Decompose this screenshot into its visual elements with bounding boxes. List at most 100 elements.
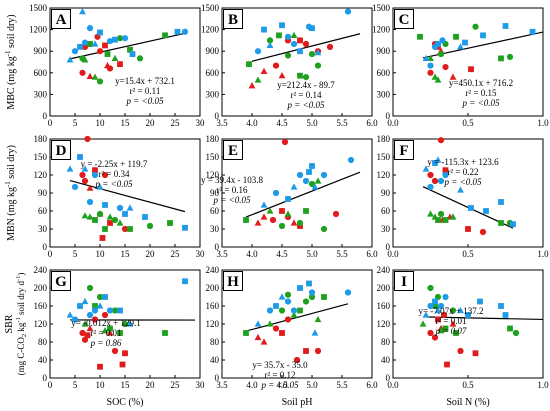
data-point	[311, 183, 319, 190]
data-point	[290, 219, 298, 226]
x-tick-label: 0.5	[462, 118, 474, 128]
data-point	[86, 284, 94, 292]
data-point	[285, 196, 291, 202]
data-point	[465, 312, 471, 318]
panel-D: 0 5 10 15 20 25 30 0 30 60 90 120 150 180 Dy = -2.25x …	[34, 134, 206, 259]
y-tick-label: 30	[38, 224, 48, 234]
data-point	[326, 43, 334, 50]
series-green	[419, 284, 520, 337]
data-point	[290, 31, 298, 38]
r-squared: r² = 0.22	[447, 167, 478, 177]
x-tick-label: 5.0	[306, 249, 318, 259]
series-blue	[66, 8, 189, 63]
data-point	[77, 154, 83, 160]
y-tick-label: 40	[38, 355, 48, 365]
data-point	[434, 306, 442, 314]
series-green	[243, 177, 328, 233]
axis-label-part: MBC (mg kg	[6, 56, 17, 109]
y-tick-label: 1500	[372, 3, 391, 13]
data-point	[101, 327, 109, 334]
data-point	[260, 338, 268, 345]
y-tick-label: 0	[386, 242, 391, 252]
x-axis-label: SOC (%)	[107, 397, 144, 408]
data-point	[97, 29, 103, 36]
data-point	[66, 56, 74, 63]
data-point	[101, 171, 109, 179]
data-point	[297, 37, 303, 44]
y-tick-label: 1200	[372, 25, 391, 35]
data-point	[314, 49, 322, 56]
data-point	[437, 302, 445, 310]
data-point	[122, 211, 128, 217]
data-point	[126, 204, 134, 211]
axis-label-part: 2	[21, 334, 28, 337]
y-tick-label: 1200	[201, 25, 220, 35]
axis-label-part: soil dry d	[16, 281, 26, 318]
data-point	[427, 54, 434, 61]
data-point	[260, 67, 268, 74]
data-point	[101, 311, 109, 319]
panel-label-box	[223, 9, 243, 29]
data-point	[106, 38, 114, 45]
panel-label: B	[228, 12, 238, 28]
series-green	[79, 32, 168, 85]
data-point	[434, 76, 442, 83]
x-tick-label: 20	[146, 118, 156, 128]
data-point	[320, 225, 328, 233]
series-green	[243, 291, 327, 336]
data-point	[116, 204, 124, 212]
data-point	[417, 33, 423, 40]
series-blue	[422, 156, 516, 228]
y-tick-label: 120	[34, 170, 48, 180]
panel-label-box	[51, 140, 71, 160]
x-tick-label: 4.5	[276, 249, 288, 259]
x-axis-label: Soil pH	[282, 397, 313, 408]
y-tick-label: 60	[210, 206, 220, 216]
data-point	[502, 23, 509, 29]
data-point	[279, 22, 285, 29]
r-squared: r² = 0.11	[130, 86, 161, 96]
data-point	[117, 61, 123, 68]
series-blue	[254, 8, 352, 56]
data-point	[107, 325, 113, 332]
data-point	[457, 306, 464, 314]
data-point	[181, 28, 189, 35]
r-squared: r² = 0.15	[465, 88, 497, 98]
x-tick-label: 0	[48, 118, 53, 128]
data-point	[111, 216, 119, 224]
data-point	[498, 303, 504, 309]
data-point	[129, 51, 136, 57]
y-tick-label: 0	[43, 242, 48, 252]
data-point	[273, 303, 279, 309]
y-tick-label: 0	[215, 373, 220, 383]
data-point	[512, 329, 520, 337]
data-point	[121, 35, 129, 42]
data-point	[449, 73, 457, 80]
data-point	[308, 289, 316, 296]
data-point	[254, 333, 262, 341]
data-point	[106, 307, 114, 314]
r-squared: r² = 0.14	[290, 90, 322, 100]
equation: y=212.4x - 89.7	[277, 80, 335, 90]
data-point	[506, 53, 514, 61]
data-point	[296, 219, 304, 227]
data-point	[320, 171, 328, 179]
data-point	[462, 39, 468, 46]
data-point	[284, 210, 292, 217]
data-point	[437, 210, 445, 218]
data-point	[437, 137, 445, 144]
x-tick-label: 15	[121, 118, 131, 128]
data-point	[422, 165, 430, 172]
data-point	[87, 41, 93, 47]
data-point	[427, 302, 434, 310]
data-point	[117, 307, 123, 314]
data-point	[477, 298, 483, 305]
data-point	[116, 219, 124, 226]
data-point	[472, 350, 479, 357]
data-point	[91, 171, 99, 179]
x-tick-label: 4.0	[246, 380, 258, 390]
y-tick-label: 150	[34, 152, 48, 162]
y-tick-label: 600	[206, 68, 220, 78]
plot-frame	[392, 269, 544, 379]
panel-label-box	[51, 271, 71, 291]
